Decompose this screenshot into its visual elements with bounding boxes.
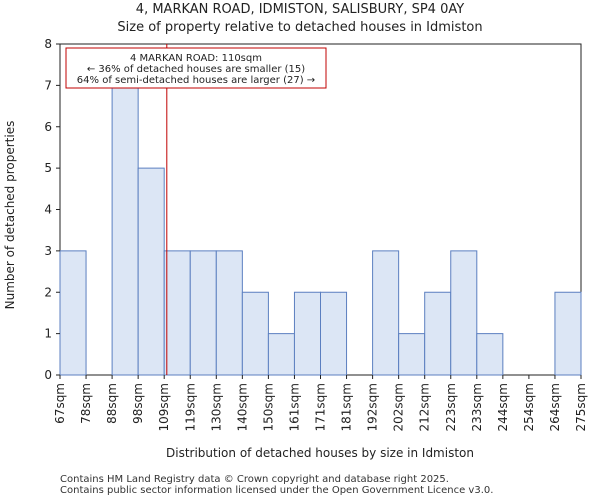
y-tick-label: 3 bbox=[44, 244, 52, 258]
x-tick-label: 212sqm bbox=[418, 383, 432, 431]
annotation-line-1: 4 MARKAN ROAD: 110sqm bbox=[130, 53, 262, 64]
x-tick-label: 78sqm bbox=[79, 383, 93, 424]
annotation-line-3: 64% of semi-detached houses are larger (… bbox=[77, 75, 315, 86]
chart-subtitle: Size of property relative to detached ho… bbox=[117, 20, 483, 35]
x-tick-label: 171sqm bbox=[314, 383, 328, 431]
bar-119sqm bbox=[189, 250, 217, 376]
y-tick-label: 5 bbox=[44, 161, 52, 175]
bar-171sqm bbox=[320, 291, 348, 376]
x-tick-label: 244sqm bbox=[496, 383, 510, 431]
y-ticks: 0 1 2 3 4 5 6 7 8 bbox=[44, 37, 60, 382]
bar-88sqm bbox=[111, 84, 139, 376]
bar-223sqm bbox=[450, 250, 478, 376]
footer-line-1: Contains HM Land Registry data © Crown c… bbox=[60, 474, 449, 485]
x-tick-label: 88sqm bbox=[105, 383, 119, 424]
bar-264sqm bbox=[554, 291, 582, 376]
y-tick-label: 1 bbox=[44, 327, 52, 341]
x-tick-label: 254sqm bbox=[522, 383, 536, 431]
bar-202sqm bbox=[398, 333, 426, 376]
x-tick-label: 223sqm bbox=[444, 383, 458, 431]
bar-161sqm bbox=[293, 291, 322, 376]
x-tick-label: 150sqm bbox=[261, 383, 275, 431]
bar-212sqm bbox=[424, 291, 452, 376]
x-tick-label: 192sqm bbox=[366, 383, 380, 431]
x-tick-label: 98sqm bbox=[131, 383, 145, 424]
y-tick-label: 4 bbox=[44, 203, 52, 217]
annotation-line-2: ← 36% of detached houses are smaller (15… bbox=[87, 64, 305, 75]
x-tick-label: 181sqm bbox=[340, 383, 354, 431]
footer-line-2: Contains public sector information licen… bbox=[60, 485, 494, 496]
x-tick-label: 264sqm bbox=[548, 383, 562, 431]
y-tick-label: 8 bbox=[44, 37, 52, 51]
x-tick-label: 202sqm bbox=[392, 383, 406, 431]
bars-group bbox=[59, 84, 582, 376]
bar-67sqm bbox=[59, 250, 87, 376]
x-tick-label: 140sqm bbox=[235, 383, 249, 431]
bar-109sqm bbox=[163, 250, 191, 376]
annotation-box: 4 MARKAN ROAD: 110sqm ← 36% of detached … bbox=[65, 47, 327, 89]
bar-98sqm bbox=[137, 167, 165, 376]
x-tick-label: 67sqm bbox=[53, 383, 67, 424]
y-axis-label: Number of detached properties bbox=[3, 121, 17, 310]
x-tick-label: 275sqm bbox=[574, 383, 588, 431]
y-tick-label: 7 bbox=[44, 78, 52, 92]
bar-150sqm bbox=[267, 333, 295, 376]
x-tick-label: 109sqm bbox=[157, 383, 171, 431]
y-tick-label: 6 bbox=[44, 120, 52, 134]
x-tick-label: 161sqm bbox=[287, 383, 301, 431]
x-ticks: 67sqm 78sqm 88sqm 98sqm 109sqm 119sqm 130sqm 14… bbox=[53, 375, 588, 431]
y-tick-label: 2 bbox=[44, 285, 52, 299]
x-tick-label: 130sqm bbox=[209, 383, 223, 431]
x-tick-label: 233sqm bbox=[470, 383, 484, 431]
bar-192sqm bbox=[372, 250, 400, 376]
y-tick-label: 0 bbox=[44, 368, 52, 382]
chart-title: 4, MARKAN ROAD, IDMISTON, SALISBURY, SP4… bbox=[135, 2, 465, 17]
x-axis-label: Distribution of detached houses by size … bbox=[166, 446, 474, 460]
bar-140sqm bbox=[241, 291, 269, 376]
bar-233sqm bbox=[476, 333, 504, 376]
bar-130sqm bbox=[215, 250, 243, 376]
x-tick-label: 119sqm bbox=[183, 383, 197, 431]
